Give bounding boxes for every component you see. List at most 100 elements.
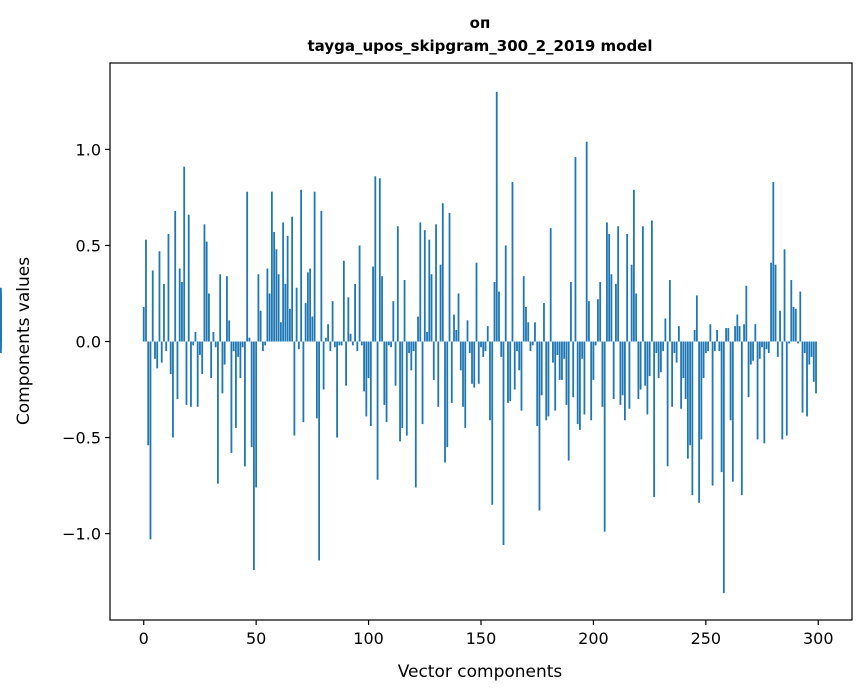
bar-242: [686, 341, 689, 459]
bar-210: [615, 283, 617, 342]
bar-292: [799, 291, 802, 342]
bar-124: [421, 341, 424, 425]
bar-148: [475, 262, 478, 342]
bar-218: [633, 189, 635, 342]
bar-63: [284, 283, 287, 342]
y-tick-label: 1.0: [76, 140, 101, 159]
bar-28: [205, 241, 208, 342]
bar-239: [680, 341, 683, 409]
bar-117: [405, 341, 408, 436]
bar-284: [781, 341, 784, 440]
y-axis-label: Components values: [14, 257, 34, 425]
bar-98: [363, 341, 365, 392]
bar-249: [702, 341, 705, 378]
bar-91: [347, 297, 350, 342]
bar-26: [201, 341, 204, 375]
bar-35: [221, 341, 224, 394]
bar-76: [313, 191, 316, 342]
bar-157: [495, 91, 498, 342]
bar-77: [315, 341, 318, 419]
bar-39: [230, 341, 233, 453]
bar-undefined: [0, 341, 2, 354]
bar-115: [401, 341, 404, 428]
bar-144: [466, 320, 469, 342]
bar-208: [610, 274, 613, 342]
bar-114: [399, 341, 401, 442]
bar-229: [657, 341, 660, 378]
bar-7: [158, 251, 161, 342]
bar-280: [772, 182, 775, 342]
bar-299: [815, 341, 817, 394]
bar-224: [646, 341, 649, 415]
bar-282: [776, 341, 779, 357]
bar-275: [761, 341, 763, 348]
bar-38: [228, 320, 231, 342]
bar-257: [720, 341, 723, 473]
bar-291: [797, 341, 799, 344]
bar-11: [167, 233, 170, 342]
bar-141: [459, 341, 462, 371]
bar-5: [154, 341, 156, 359]
bar-16: [178, 268, 181, 342]
bar-61: [279, 322, 282, 342]
bar-171: [527, 322, 530, 342]
bar-206: [606, 222, 608, 342]
bar-51: [257, 274, 260, 342]
bar-1: [145, 239, 147, 342]
bar-278: [767, 341, 770, 354]
bar-12: [169, 341, 172, 375]
x-tick-label: 300: [803, 629, 834, 648]
bar-37: [226, 276, 228, 342]
bar-261: [729, 341, 732, 421]
bar-89: [342, 260, 345, 342]
bar-123: [419, 222, 422, 342]
bar-185: [558, 341, 561, 380]
bar-13: [172, 341, 174, 438]
bar-44: [241, 341, 244, 348]
x-tick-label: 100: [353, 629, 384, 648]
bar-113: [396, 226, 399, 342]
bar-164: [511, 182, 514, 342]
bar-84: [331, 301, 334, 342]
bar-293: [801, 341, 804, 413]
x-tick-label: 250: [691, 629, 722, 648]
bar-243: [689, 341, 692, 446]
bar-169: [522, 276, 525, 342]
bar-131: [437, 341, 440, 407]
bar-140: [457, 293, 460, 342]
bar-253: [711, 341, 714, 486]
bar-252: [709, 324, 712, 342]
bar-194: [579, 341, 581, 430]
bar-96: [358, 245, 361, 342]
bar-250: [704, 341, 707, 354]
bar-30: [210, 341, 213, 378]
x-tick-label: 50: [246, 629, 266, 648]
bar-186: [561, 341, 563, 380]
bar-93: [351, 341, 354, 346]
bar-21: [190, 341, 192, 407]
bar-217: [630, 264, 633, 342]
axes: 0 50 100 150 200 250 300 −1.0 −0.5 0.0 0.5 1.0: [62, 62, 853, 648]
bar-162: [507, 341, 509, 403]
bar-199: [590, 341, 593, 421]
bar-204: [601, 341, 604, 407]
bar-153: [486, 326, 489, 342]
bar-238: [677, 326, 680, 342]
bar-258: [722, 341, 725, 594]
bar-27: [203, 224, 206, 342]
bar-221: [639, 341, 642, 390]
bar-175: [536, 341, 539, 427]
bar-247: [698, 341, 700, 503]
bars: [0, 91, 817, 594]
bar-231: [662, 341, 665, 352]
bar-167: [518, 341, 521, 371]
bar-36: [223, 341, 226, 365]
bar-112: [394, 341, 397, 386]
bar-85: [333, 341, 336, 348]
bar-62: [282, 222, 285, 342]
bar-56: [268, 293, 271, 342]
bar-268: [745, 285, 748, 342]
bar-95: [356, 341, 359, 352]
bar-212: [619, 341, 622, 405]
bar-143: [464, 341, 467, 428]
